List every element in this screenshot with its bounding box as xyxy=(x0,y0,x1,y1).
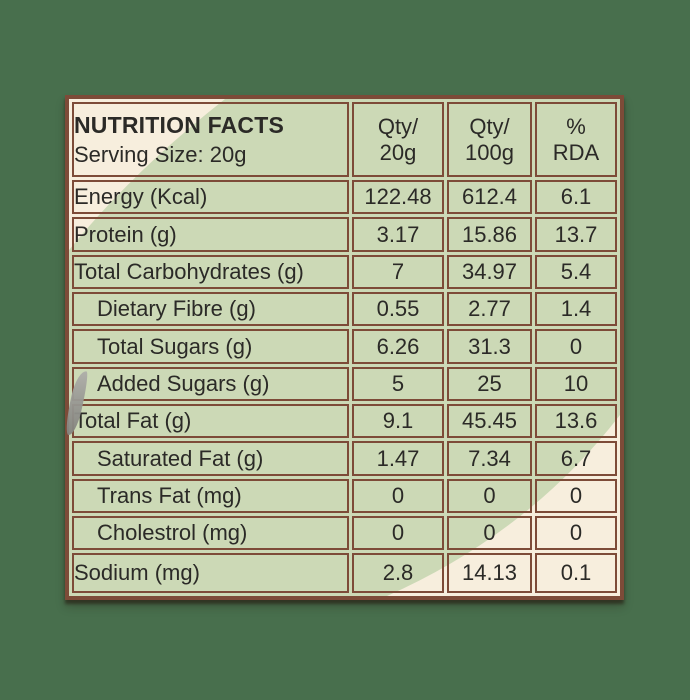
table-row: Total Fat (g) 9.1 45.45 13.6 xyxy=(72,404,617,439)
pct-rda-value: 0 xyxy=(535,329,617,364)
nutrition-facts-table: NUTRITION FACTS Serving Size: 20g Qty/ 2… xyxy=(69,99,620,596)
col-header-qty-100g: Qty/ 100g xyxy=(447,102,532,177)
nutrient-label: Total Carbohydrates (g) xyxy=(72,254,349,290)
qty-20g-value: 0.55 xyxy=(352,292,444,327)
table-row: Energy (Kcal) 122.48 612.4 6.1 xyxy=(72,180,617,215)
qty-20g-value: 6.26 xyxy=(352,329,444,364)
qty-20g-value: 0 xyxy=(352,516,444,551)
nutrient-label: Saturated Fat (g) xyxy=(72,441,349,476)
page-title: NUTRITION FACTS xyxy=(74,112,284,139)
qty-20g-value: 122.48 xyxy=(352,180,444,215)
nutrient-label: Energy (Kcal) xyxy=(72,180,349,215)
pct-rda-value: 10 xyxy=(535,366,617,402)
col-header-line: Qty/ xyxy=(377,113,419,139)
nutrient-label: Dietary Fibre (g) xyxy=(72,292,349,327)
table-row: Total Sugars (g) 6.26 31.3 0 xyxy=(72,329,617,364)
nutrient-label: Cholestrol (mg) xyxy=(72,516,349,551)
qty-20g-value: 7 xyxy=(352,254,444,290)
pct-rda-value: 13.6 xyxy=(535,404,617,439)
qty-100g-value: 34.97 xyxy=(447,254,532,290)
pct-rda-value: 6.7 xyxy=(535,441,617,476)
qty-100g-value: 0 xyxy=(447,516,532,551)
title-cell: NUTRITION FACTS Serving Size: 20g xyxy=(72,102,349,177)
nutrient-label: Total Fat (g) xyxy=(72,404,349,439)
col-header-line: RDA xyxy=(552,139,600,165)
pct-rda-value: 13.7 xyxy=(535,217,617,252)
table-row: Saturated Fat (g) 1.47 7.34 6.7 xyxy=(72,441,617,476)
table-row: Dietary Fibre (g) 0.55 2.77 1.4 xyxy=(72,292,617,327)
pct-rda-value: 0 xyxy=(535,516,617,551)
nutrient-label: Total Sugars (g) xyxy=(72,329,349,364)
serving-size-label: Serving Size: 20g xyxy=(74,141,247,167)
qty-100g-value: 7.34 xyxy=(447,441,532,476)
table-row: Added Sugars (g) 5 25 10 xyxy=(72,366,617,402)
qty-100g-value: 25 xyxy=(447,366,532,402)
col-header-line: Qty/ xyxy=(469,113,510,139)
table-row: Total Carbohydrates (g) 7 34.97 5.4 xyxy=(72,254,617,290)
pct-rda-value: 6.1 xyxy=(535,180,617,215)
qty-100g-value: 2.77 xyxy=(447,292,532,327)
col-header-line: 20g xyxy=(379,139,417,165)
qty-20g-value: 1.47 xyxy=(352,441,444,476)
nutrient-label: Sodium (mg) xyxy=(72,553,349,593)
table-row: Cholestrol (mg) 0 0 0 xyxy=(72,516,617,551)
table-row: Trans Fat (mg) 0 0 0 xyxy=(72,478,617,514)
nutrient-label: Added Sugars (g) xyxy=(72,366,349,402)
qty-100g-value: 612.4 xyxy=(447,180,532,215)
col-header-pct-rda: % RDA xyxy=(535,102,617,177)
col-header-line: 100g xyxy=(465,139,514,165)
qty-100g-value: 0 xyxy=(447,478,532,514)
green-band-shape xyxy=(69,99,620,596)
qty-100g-value: 15.86 xyxy=(447,217,532,252)
qty-100g-value: 14.13 xyxy=(447,553,532,593)
nutrition-facts-panel: NUTRITION FACTS Serving Size: 20g Qty/ 2… xyxy=(62,95,624,600)
table-row: Protein (g) 3.17 15.86 13.7 xyxy=(72,217,617,252)
nutrient-label: Trans Fat (mg) xyxy=(72,478,349,514)
qty-100g-value: 45.45 xyxy=(447,404,532,439)
col-header-line: % xyxy=(566,113,586,139)
qty-20g-value: 3.17 xyxy=(352,217,444,252)
pct-rda-value: 5.4 xyxy=(535,254,617,290)
header-row: NUTRITION FACTS Serving Size: 20g Qty/ 2… xyxy=(72,102,617,177)
qty-20g-value: 2.8 xyxy=(352,553,444,593)
qty-20g-value: 9.1 xyxy=(352,404,444,439)
qty-100g-value: 31.3 xyxy=(447,329,532,364)
pct-rda-value: 1.4 xyxy=(535,292,617,327)
qty-20g-value: 0 xyxy=(352,478,444,514)
col-header-qty-20g: Qty/ 20g xyxy=(352,102,444,177)
pct-rda-value: 0 xyxy=(535,478,617,514)
pct-rda-value: 0.1 xyxy=(535,553,617,593)
table-row: Sodium (mg) 2.8 14.13 0.1 xyxy=(72,553,617,593)
nutrient-label: Protein (g) xyxy=(72,217,349,252)
qty-20g-value: 5 xyxy=(352,366,444,402)
